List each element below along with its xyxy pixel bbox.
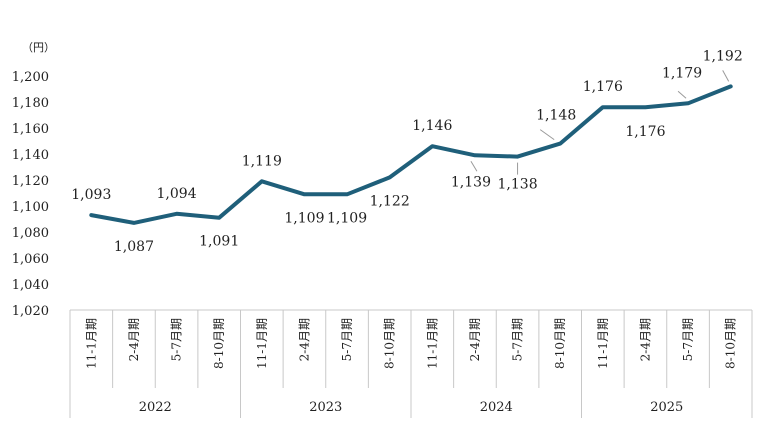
x-tick-label: 11-1月期 [425, 318, 439, 369]
data-label: 1,176 [583, 79, 623, 95]
data-label: 1,179 [662, 65, 702, 81]
data-label: 1,176 [625, 124, 665, 140]
leader-line [539, 129, 555, 141]
leader-line [677, 90, 687, 99]
x-tick-label: 5-7月期 [170, 318, 184, 361]
x-tick-label: 2-4月期 [127, 318, 141, 361]
y-tick-label: 1,080 [12, 226, 49, 241]
leader-line [722, 70, 730, 82]
data-label: 1,139 [451, 174, 491, 190]
x-tick-label: 8-10月期 [212, 318, 226, 369]
data-label: 1,087 [114, 239, 154, 255]
y-tick-label: 1,040 [12, 278, 49, 293]
y-tick-label: 1,200 [12, 70, 49, 85]
data-label: 1,109 [284, 210, 324, 226]
x-tick-label: 5-7月期 [511, 318, 525, 361]
x-tick-label: 11-1月期 [255, 318, 269, 369]
leader-line [470, 161, 478, 172]
x-tick-label: 11-1月期 [596, 318, 610, 369]
data-label: 1,138 [498, 177, 538, 193]
x-tick-label: 8-10月期 [553, 318, 567, 369]
year-label: 2022 [139, 400, 172, 415]
year-label: 2024 [480, 400, 513, 415]
year-label: 2023 [309, 400, 342, 415]
series [89, 84, 733, 225]
data-label: 1,109 [327, 210, 367, 226]
y-tick-label: 1,140 [12, 148, 49, 163]
y-tick-label: 1,060 [12, 252, 49, 267]
data-label: 1,148 [536, 108, 576, 124]
x-tick-label: 8-10月期 [724, 318, 738, 369]
data-label: 1,192 [703, 48, 743, 64]
y-tick-label: 1,020 [12, 304, 49, 319]
y-tick-label: 1,120 [12, 174, 49, 189]
data-label: 1,091 [199, 234, 239, 250]
data-label: 1,122 [370, 193, 410, 209]
y-axis-unit-label: （円） [22, 41, 55, 54]
x-tick-label: 2-4月期 [638, 318, 652, 361]
data-label: 1,146 [412, 118, 452, 134]
series-line [89, 84, 733, 225]
y-tick-label: 1,180 [12, 96, 49, 111]
data-label: 1,093 [71, 187, 111, 203]
y-tick-label: 1,100 [12, 200, 49, 215]
y-tick-label: 1,160 [12, 122, 49, 137]
x-tick-label: 2-4月期 [468, 318, 482, 361]
x-tick-label: 11-1月期 [84, 318, 98, 369]
data-label: 1,119 [242, 153, 282, 169]
x-tick-label: 5-7月期 [681, 318, 695, 361]
data-label: 1,094 [157, 186, 197, 202]
x-axis: 11-1月期 2-4月期 5-7月期 8-10月期 11-1月期 2-4月期 5-7月期 8-… [69, 309, 753, 418]
x-tick-label: 8-10月期 [383, 318, 397, 369]
year-label: 2025 [650, 400, 683, 415]
x-tick-label: 5-7月期 [340, 318, 354, 361]
x-tick-label: 2-4月期 [297, 318, 311, 361]
y-axis: 1,020 1,040 1,060 1,080 1,100 1,120 1,140 1,160… [12, 70, 49, 319]
